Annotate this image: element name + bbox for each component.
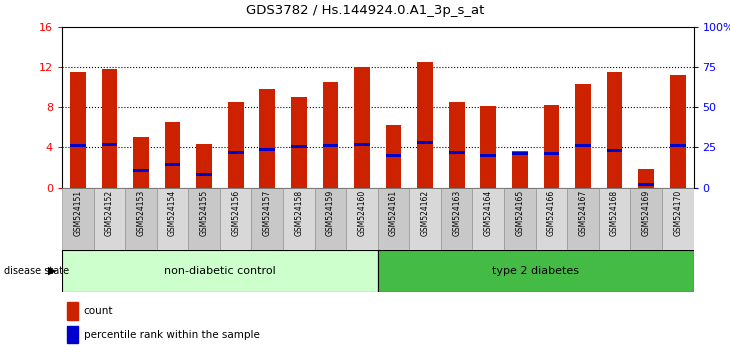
Text: disease state: disease state: [4, 266, 69, 276]
Bar: [449, 102, 464, 188]
Text: GSM524169: GSM524169: [642, 189, 650, 236]
Bar: [504, 188, 536, 250]
Bar: [385, 154, 402, 157]
Bar: [259, 148, 275, 151]
Text: GSM524156: GSM524156: [231, 189, 240, 236]
Text: GSM524160: GSM524160: [358, 189, 366, 236]
Bar: [599, 188, 631, 250]
Bar: [283, 188, 315, 250]
Bar: [252, 188, 283, 250]
Bar: [575, 84, 591, 188]
Bar: [607, 149, 623, 152]
Bar: [196, 173, 212, 176]
Text: GSM524170: GSM524170: [673, 189, 683, 236]
Bar: [126, 188, 157, 250]
Bar: [70, 72, 85, 188]
Text: count: count: [83, 306, 113, 316]
Bar: [67, 326, 78, 343]
Bar: [662, 188, 694, 250]
Bar: [354, 67, 370, 188]
Bar: [157, 188, 188, 250]
Bar: [93, 188, 126, 250]
Bar: [133, 137, 149, 188]
Bar: [607, 72, 623, 188]
Bar: [220, 188, 251, 250]
Text: non-diabetic control: non-diabetic control: [164, 266, 276, 276]
Bar: [62, 250, 378, 292]
Bar: [101, 69, 118, 188]
Bar: [67, 302, 78, 320]
Bar: [101, 143, 118, 146]
Text: GDS3782 / Hs.144924.0.A1_3p_s_at: GDS3782 / Hs.144924.0.A1_3p_s_at: [246, 4, 484, 17]
Text: GSM524155: GSM524155: [199, 189, 209, 236]
Bar: [70, 144, 85, 147]
Text: type 2 diabetes: type 2 diabetes: [492, 266, 579, 276]
Bar: [480, 106, 496, 188]
Bar: [323, 82, 338, 188]
Bar: [228, 102, 244, 188]
Bar: [670, 144, 685, 147]
Bar: [544, 105, 559, 188]
Bar: [346, 188, 378, 250]
Bar: [259, 89, 275, 188]
Text: GSM524166: GSM524166: [547, 189, 556, 236]
Bar: [575, 144, 591, 147]
Bar: [472, 188, 504, 250]
Bar: [228, 150, 244, 154]
Bar: [449, 150, 464, 154]
Text: GSM524154: GSM524154: [168, 189, 177, 236]
Text: GSM524159: GSM524159: [326, 189, 335, 236]
Bar: [291, 144, 307, 148]
Bar: [315, 188, 346, 250]
Bar: [418, 62, 433, 188]
Bar: [196, 144, 212, 188]
Text: GSM524164: GSM524164: [484, 189, 493, 236]
Bar: [512, 152, 528, 188]
Bar: [536, 188, 567, 250]
Bar: [638, 183, 654, 186]
Text: GSM524153: GSM524153: [137, 189, 145, 236]
Bar: [133, 169, 149, 172]
Bar: [323, 144, 338, 147]
Bar: [385, 125, 402, 188]
Bar: [638, 170, 654, 188]
Bar: [165, 163, 180, 166]
Bar: [188, 188, 220, 250]
Bar: [62, 188, 93, 250]
Text: GSM524151: GSM524151: [73, 189, 82, 236]
Bar: [480, 154, 496, 157]
Bar: [631, 188, 662, 250]
Bar: [567, 188, 599, 250]
Text: GSM524168: GSM524168: [610, 189, 619, 236]
Bar: [378, 250, 694, 292]
Bar: [410, 188, 441, 250]
Text: ▶: ▶: [48, 266, 57, 276]
Text: GSM524158: GSM524158: [294, 189, 304, 236]
Text: GSM524163: GSM524163: [452, 189, 461, 236]
Text: GSM524157: GSM524157: [263, 189, 272, 236]
Bar: [670, 75, 685, 188]
Text: GSM524152: GSM524152: [105, 189, 114, 236]
Bar: [418, 141, 433, 144]
Bar: [441, 188, 472, 250]
Bar: [544, 152, 559, 155]
Text: GSM524165: GSM524165: [515, 189, 524, 236]
Bar: [165, 122, 180, 188]
Text: GSM524167: GSM524167: [578, 189, 588, 236]
Text: GSM524161: GSM524161: [389, 189, 398, 236]
Bar: [378, 188, 410, 250]
Text: percentile rank within the sample: percentile rank within the sample: [83, 330, 259, 339]
Bar: [354, 143, 370, 146]
Bar: [512, 152, 528, 155]
Bar: [291, 97, 307, 188]
Text: GSM524162: GSM524162: [420, 189, 430, 236]
